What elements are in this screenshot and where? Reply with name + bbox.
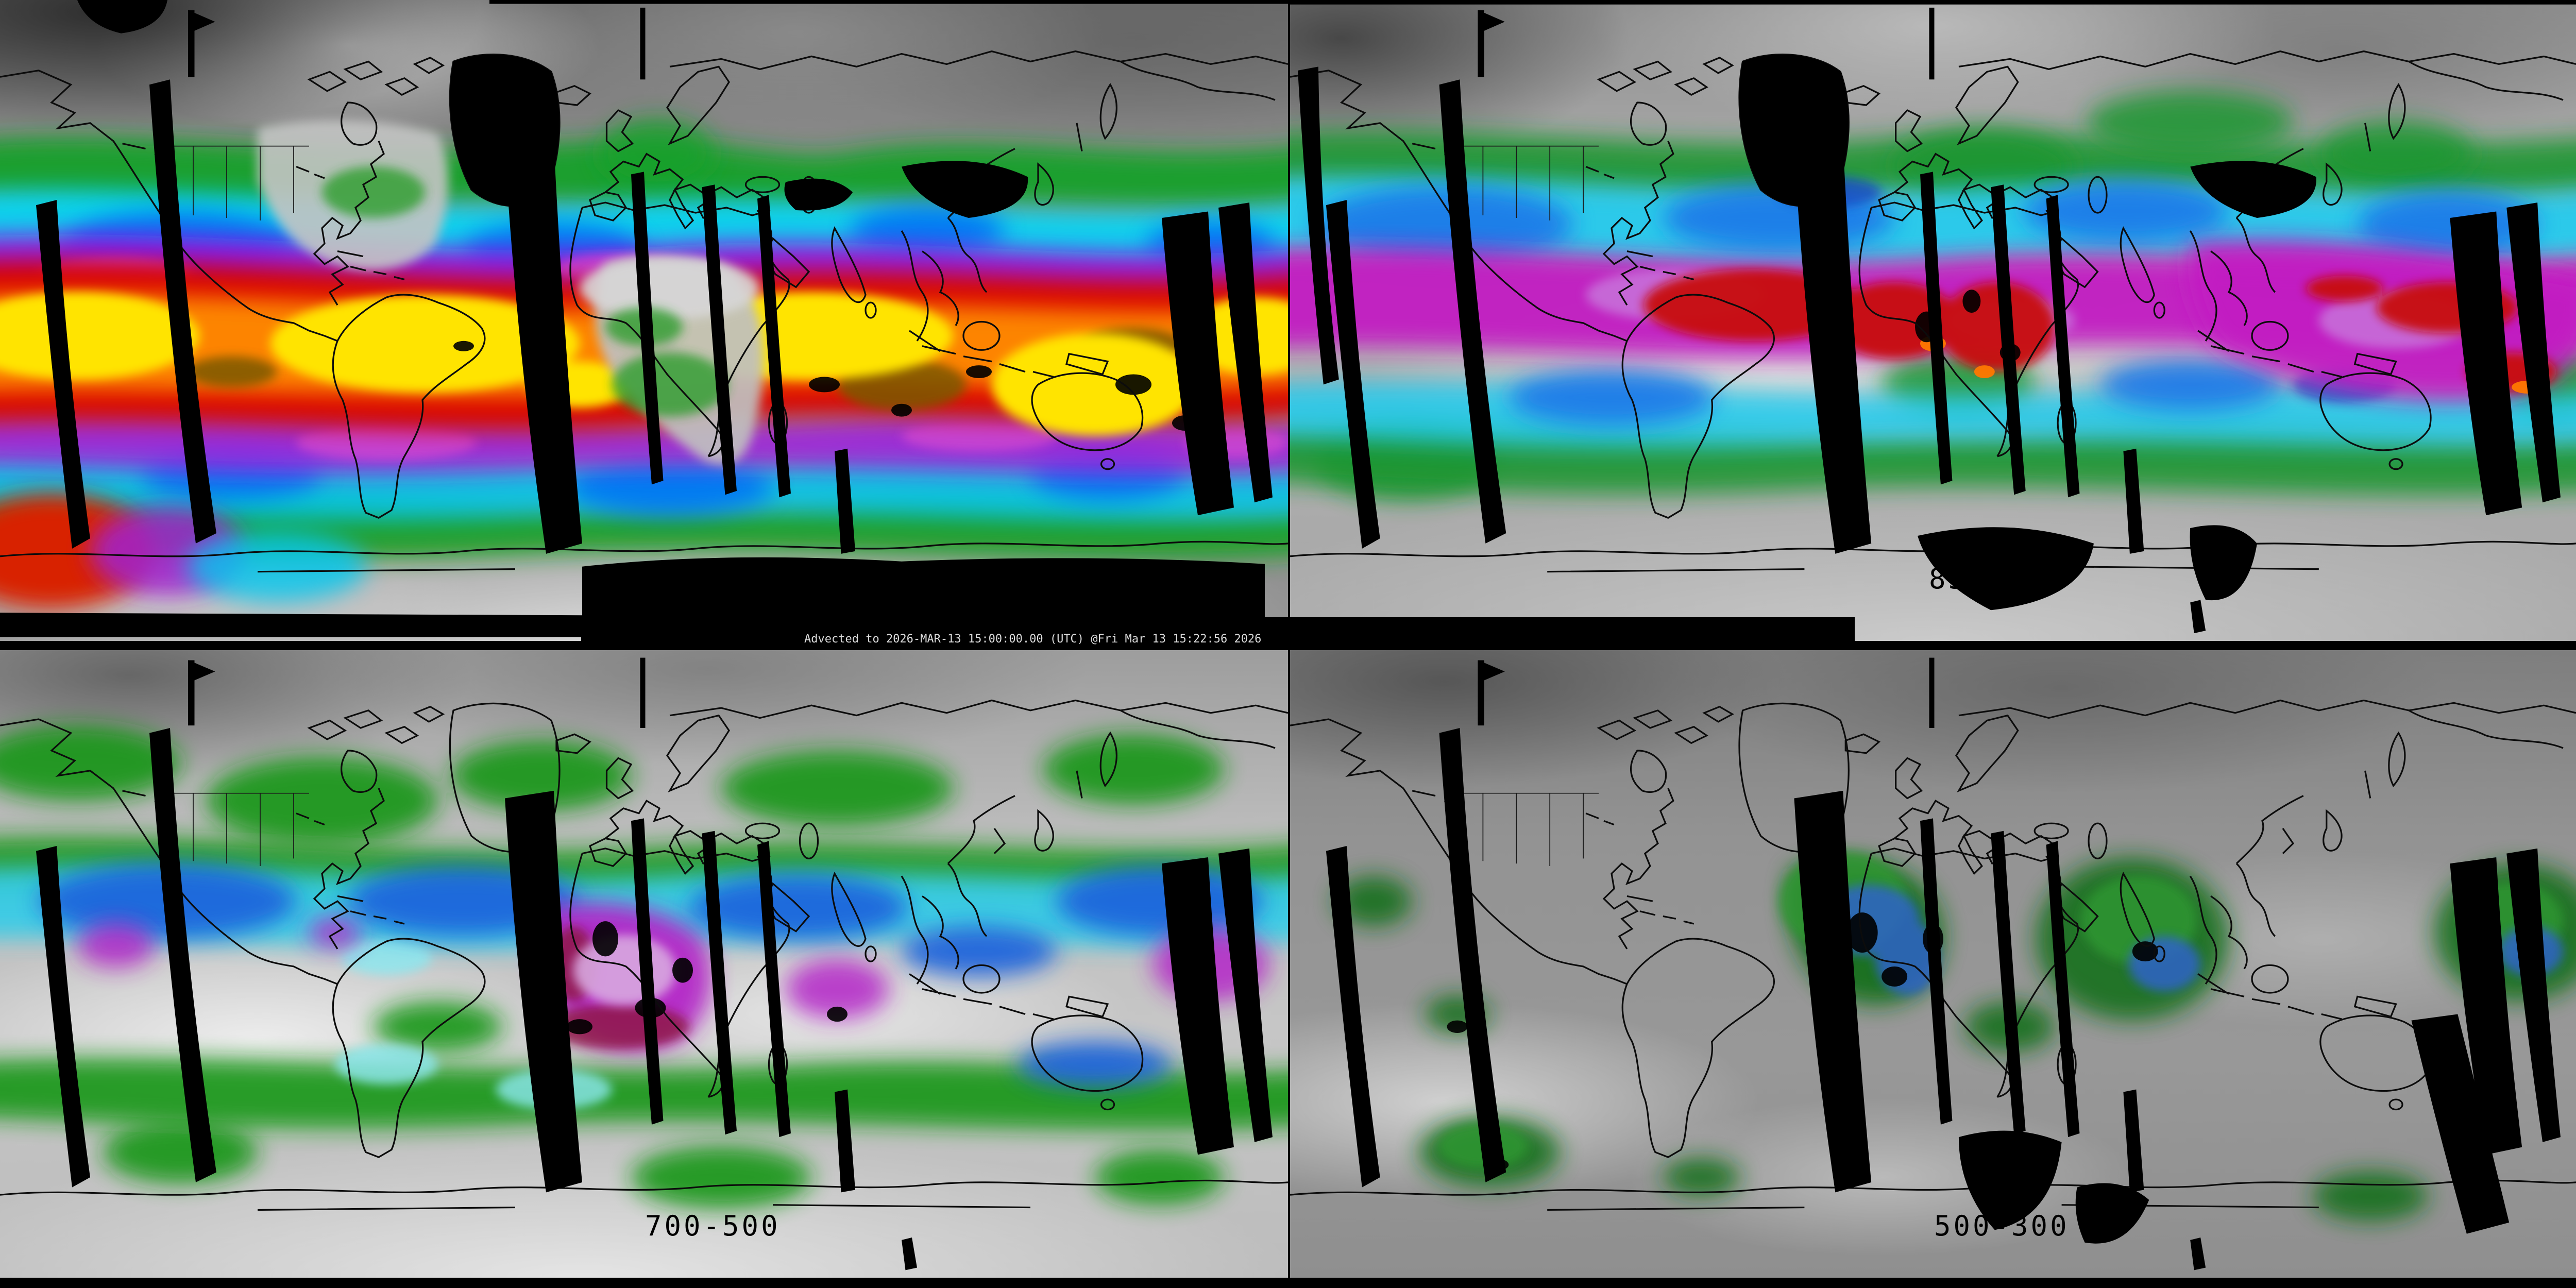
timestamp-bar: Advected to 2026-MAR-13 15:00:00.00 (UTC… bbox=[581, 617, 1855, 649]
layer-label-700-500: 700-500 bbox=[645, 1210, 781, 1242]
moisture-field-top-left bbox=[0, 50, 1288, 609]
gaps-overlay-bottom-right bbox=[1326, 657, 2561, 1270]
gaps-overlay-top-right bbox=[1290, 0, 2576, 634]
advected-timestamp-text: Advected to 2026-MAR-13 15:00:00.00 (UTC… bbox=[804, 633, 1262, 646]
panel-bottom-left-map: 700-500 bbox=[0, 650, 1288, 1278]
gaps-overlay-top-left bbox=[0, 0, 1288, 637]
panel-top-left-map bbox=[0, 0, 1288, 641]
panel-bottom-right-map: 500-300 bbox=[1290, 650, 2576, 1278]
gaps-overlay-bottom-left bbox=[36, 657, 1273, 1270]
panel-top-right-map: 850-700 bbox=[1290, 0, 2576, 641]
